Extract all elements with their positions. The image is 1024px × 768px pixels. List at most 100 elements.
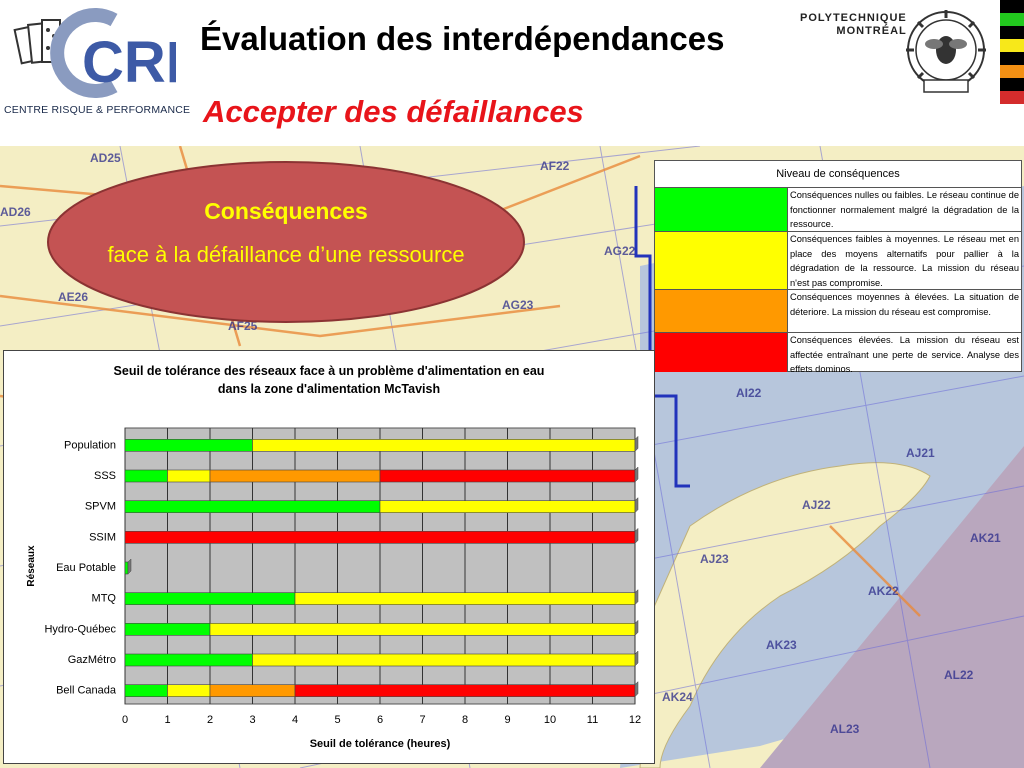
bar-cap — [634, 435, 639, 452]
bar-cap — [634, 466, 639, 483]
color-bar-stripe — [1000, 52, 1024, 65]
color-bar-stripe — [1000, 78, 1024, 91]
color-bar-stripe — [1000, 65, 1024, 78]
bar-segment — [124, 684, 168, 697]
x-tick-label: 8 — [462, 714, 468, 726]
legend-text: Conséquences moyennes à élevées. La situ… — [790, 292, 1019, 317]
bar-cap — [634, 619, 639, 636]
x-tick-label: 12 — [629, 714, 641, 726]
legend-swatch — [655, 188, 788, 231]
x-tick-label: 11 — [587, 714, 598, 726]
polytechnique-name: POLYTECHNIQUE MONTRÉAL — [800, 12, 907, 38]
bar-segment — [209, 684, 296, 697]
consequences-ellipse — [47, 161, 525, 323]
y-tick-label: SSIM — [89, 531, 116, 543]
bar-segment — [124, 469, 168, 483]
slide-header: CRP CENTRE RISQUE & PERFORMANCE Évaluati… — [0, 0, 1024, 146]
color-bar-stripe — [1000, 13, 1024, 26]
map-grid-label: AK23 — [766, 638, 797, 652]
bar-cap — [634, 527, 639, 544]
map-grid-label: AJ22 — [802, 498, 831, 512]
color-bar-stripe — [1000, 91, 1024, 104]
bar-segment — [209, 623, 636, 636]
legend-row-red: Conséquences élevées. La mission du rése… — [655, 333, 1021, 374]
x-axis-label: Seuil de tolérance (heures) — [310, 738, 451, 750]
bar-cap — [634, 497, 639, 514]
bar-segment — [294, 684, 636, 697]
legend-text: Conséquences faibles à moyennes. Le rése… — [790, 234, 1019, 288]
y-tick-label: Hydro-Québec — [44, 623, 116, 635]
y-tick-label: Population — [64, 439, 116, 451]
bar-cap — [634, 681, 639, 698]
page-title: Évaluation des interdépendances — [200, 20, 725, 57]
map-grid-label: AJ21 — [906, 446, 935, 460]
x-tick-label: 3 — [249, 714, 255, 726]
bar-segment — [124, 561, 129, 575]
color-bar-stripe — [1000, 39, 1024, 52]
y-tick-label: MTQ — [92, 593, 117, 605]
bar-segment — [252, 653, 636, 667]
page-subtitle: Accepter des défaillances — [203, 94, 584, 129]
x-tick-label: 7 — [419, 714, 425, 726]
bar-segment — [124, 500, 381, 513]
poly-line2: MONTRÉAL — [836, 25, 907, 37]
map-grid-label: AF25 — [228, 319, 258, 333]
map-grid-label: AD25 — [90, 151, 121, 165]
brand-color-bar — [1000, 0, 1024, 104]
consequence-legend-table: Niveau de conséquences Conséquences null… — [654, 160, 1022, 374]
bar-segment — [379, 469, 636, 483]
bar-segment — [167, 684, 211, 697]
x-tick-label: 0 — [122, 714, 128, 726]
map-grid-label: AG22 — [604, 244, 636, 258]
logo-org-name: CENTRE RISQUE & PERFORMANCE — [4, 104, 191, 116]
legend-row-orange: Conséquences moyennes à élevées. La situ… — [655, 290, 1021, 333]
tolerance-bar-chart: Seuil de tolérance des réseaux face à un… — [26, 364, 641, 750]
ellipse-heading: Conséquences — [204, 198, 368, 224]
map-grid-label: AL22 — [944, 668, 974, 682]
legend-row-green: Conséquences nulles ou faibles. Le résea… — [655, 188, 1021, 232]
color-bar-stripe — [1000, 0, 1024, 13]
tolerance-chart-panel: Seuil de tolérance des réseaux face à un… — [3, 350, 655, 764]
poly-line1: POLYTECHNIQUE — [800, 12, 907, 24]
y-axis-label: Réseaux — [26, 545, 37, 587]
bar-segment — [252, 439, 636, 452]
x-tick-label: 6 — [377, 714, 383, 726]
map-grid-label: AL23 — [830, 722, 860, 736]
color-bar-stripe — [1000, 26, 1024, 39]
legend-row-yellow: Conséquences faibles à moyennes. Le rése… — [655, 232, 1021, 290]
y-tick-label: SSS — [94, 470, 116, 482]
bar-segment — [124, 592, 296, 605]
legend-text: Conséquences nulles ou faibles. Le résea… — [790, 190, 1019, 229]
logo-letters: CRP — [82, 30, 176, 95]
map-grid-label: AI22 — [736, 386, 762, 400]
bar-segment — [209, 469, 381, 483]
map-grid-label: AE26 — [58, 290, 88, 304]
map-grid-label: AK22 — [868, 584, 899, 598]
map-grid-label: AJ23 — [700, 552, 729, 566]
bar-segment — [124, 623, 211, 636]
legend-text: Conséquences élevées. La mission du rése… — [790, 335, 1019, 374]
bar-cap — [634, 589, 639, 606]
y-tick-label: SPVM — [85, 501, 116, 513]
bar-cap — [634, 650, 639, 667]
legend-title: Niveau de conséquences — [655, 161, 1021, 188]
y-tick-label: Eau Potable — [56, 562, 116, 574]
bar-segment — [379, 500, 636, 513]
map-grid-label: AD26 — [0, 205, 31, 219]
legend-swatch — [655, 232, 788, 289]
bar-segment — [124, 531, 636, 544]
ellipse-subheading: face à la défaillance d’une ressource — [107, 242, 465, 267]
bar-segment — [167, 469, 211, 483]
map-grid-label: AF22 — [540, 159, 570, 173]
x-tick-label: 2 — [207, 714, 213, 726]
x-tick-label: 9 — [504, 714, 510, 726]
legend-swatch — [655, 333, 788, 372]
x-tick-label: 4 — [292, 714, 298, 726]
bar-segment — [294, 592, 636, 605]
y-tick-label: Bell Canada — [56, 685, 117, 697]
y-tick-label: GazMétro — [68, 654, 116, 666]
polytechnique-seal-icon — [906, 10, 986, 93]
bar-segment — [124, 439, 253, 452]
map-grid-label: AK21 — [970, 531, 1001, 545]
bar-segment — [124, 653, 253, 667]
